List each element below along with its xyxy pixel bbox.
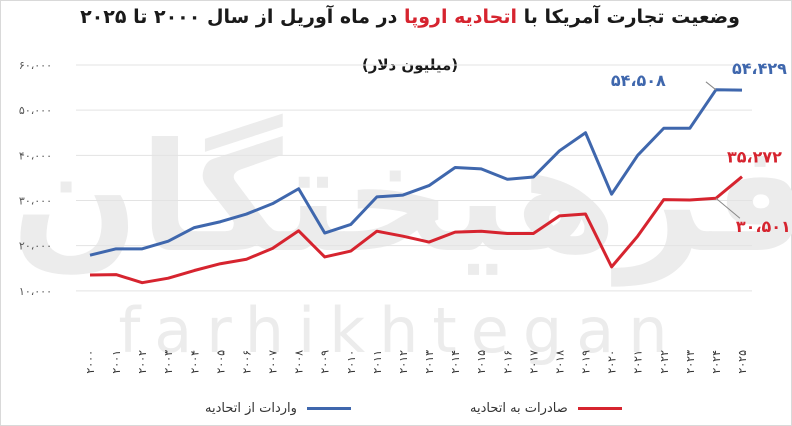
legend-swatch-exports [577, 406, 622, 410]
chart-title-suffix: در ماه آوریل از سال ۲۰۰۰ تا ۲۰۲۵ [80, 6, 404, 28]
x-tick-label: ۲۰۱۹ [580, 350, 593, 374]
x-tick-label: ۲۰۰۱ [110, 350, 123, 374]
legend-label-imports: واردات از اتحادیه [205, 400, 297, 416]
x-tick-label: ۲۰۱۵ [475, 350, 488, 374]
annotation-label: ۳۵،۲۷۲ [727, 148, 782, 167]
x-tick-label: ۲۰۰۶ [240, 350, 253, 374]
annotation-leader-line [705, 81, 717, 91]
legend-label-exports: صادرات به اتحادیه [470, 400, 568, 416]
x-tick-label: ۲۰۱۳ [423, 350, 436, 374]
x-tick-label: ۲۰۱۸ [553, 350, 566, 374]
x-tick-label: ۲۰۰۰ [84, 350, 97, 374]
x-tick-label: ۲۰۲۱ [632, 350, 645, 374]
y-tick-label: ۴۰،۰۰۰ [19, 149, 52, 162]
x-tick-label: ۲۰۲۳ [684, 350, 697, 374]
series-line-imports [89, 88, 743, 257]
chart-title-highlight: اتحادیه اروپا [403, 6, 517, 28]
chart-title-prefix: وضعیت تجارت آمریکا با [517, 6, 740, 28]
chart-title: وضعیت تجارت آمریکا با اتحادیه اروپا در م… [60, 6, 760, 28]
annotation-leader-line [715, 197, 741, 219]
grid-lines [76, 64, 752, 292]
x-tick-label: ۲۰۱۲ [397, 350, 410, 374]
x-tick-label: ۲۰۰۳ [162, 350, 175, 374]
y-tick-label: ۱۰،۰۰۰ [19, 285, 52, 298]
x-tick-label: ۲۰۰۸ [293, 350, 306, 374]
annotation-label: ۵۴،۵۰۸ [611, 71, 666, 90]
y-tick-label: ۶۰،۰۰۰ [19, 59, 52, 72]
x-tick-label: ۲۰۱۴ [449, 350, 462, 374]
x-tick-label: ۲۰۱۱ [371, 350, 384, 374]
x-tick-label: ۲۰۲۵ [736, 350, 749, 374]
legend-item-imports: واردات از اتحادیه [205, 398, 351, 418]
x-tick-label: ۲۰۱۶ [501, 350, 514, 374]
y-axis-ticks: ۱۰،۰۰۰ ۲۰،۰۰۰ ۳۰،۰۰۰ ۴۰،۰۰۰ ۵۰،۰۰۰ ۶۰،۰۰۰ [19, 59, 52, 298]
legend-swatch-imports [306, 406, 351, 410]
x-axis-ticks: ۲۰۰۰ ۲۰۰۱ ۲۰۰۲ ۲۰۰۳ ۲۰۰۴ ۲۰۰۵ ۲۰۰۶ ۲۰۰۷ ۲۰۰۸ ۲۰۰۹… [84, 350, 749, 374]
x-tick-label: ۲۰۰۵ [214, 350, 227, 374]
x-tick-label: ۲۰۰۴ [188, 350, 201, 374]
y-tick-label: ۳۰،۰۰۰ [19, 195, 52, 208]
y-tick-label: ۲۰،۰۰۰ [19, 240, 52, 253]
series-lines [89, 88, 743, 285]
annotation-label: ۳۰،۵۰۱ [736, 217, 791, 236]
x-tick-label: ۲۰۲۲ [658, 350, 671, 374]
x-tick-label: ۲۰۰۷ [267, 350, 280, 374]
x-tick-label: ۲۰۰۲ [136, 350, 149, 374]
x-tick-label: ۲۰۲۰ [606, 350, 619, 374]
x-tick-label: ۲۰۰۹ [319, 350, 332, 374]
legend-item-exports: صادرات به اتحادیه [470, 398, 622, 418]
x-tick-label: ۲۰۱۰ [345, 350, 358, 374]
annotation-label: ۵۴،۴۲۹ [732, 59, 787, 78]
y-tick-label: ۵۰،۰۰۰ [19, 104, 52, 117]
x-tick-label: ۲۰۱۷ [527, 350, 540, 374]
annotations: ۵۴،۴۲۹ ۵۴،۵۰۸ ۳۵،۲۷۲ ۳۰،۵۰۱ [611, 59, 791, 236]
x-tick-label: ۲۰۲۴ [710, 350, 723, 374]
series-line-exports [89, 175, 743, 285]
